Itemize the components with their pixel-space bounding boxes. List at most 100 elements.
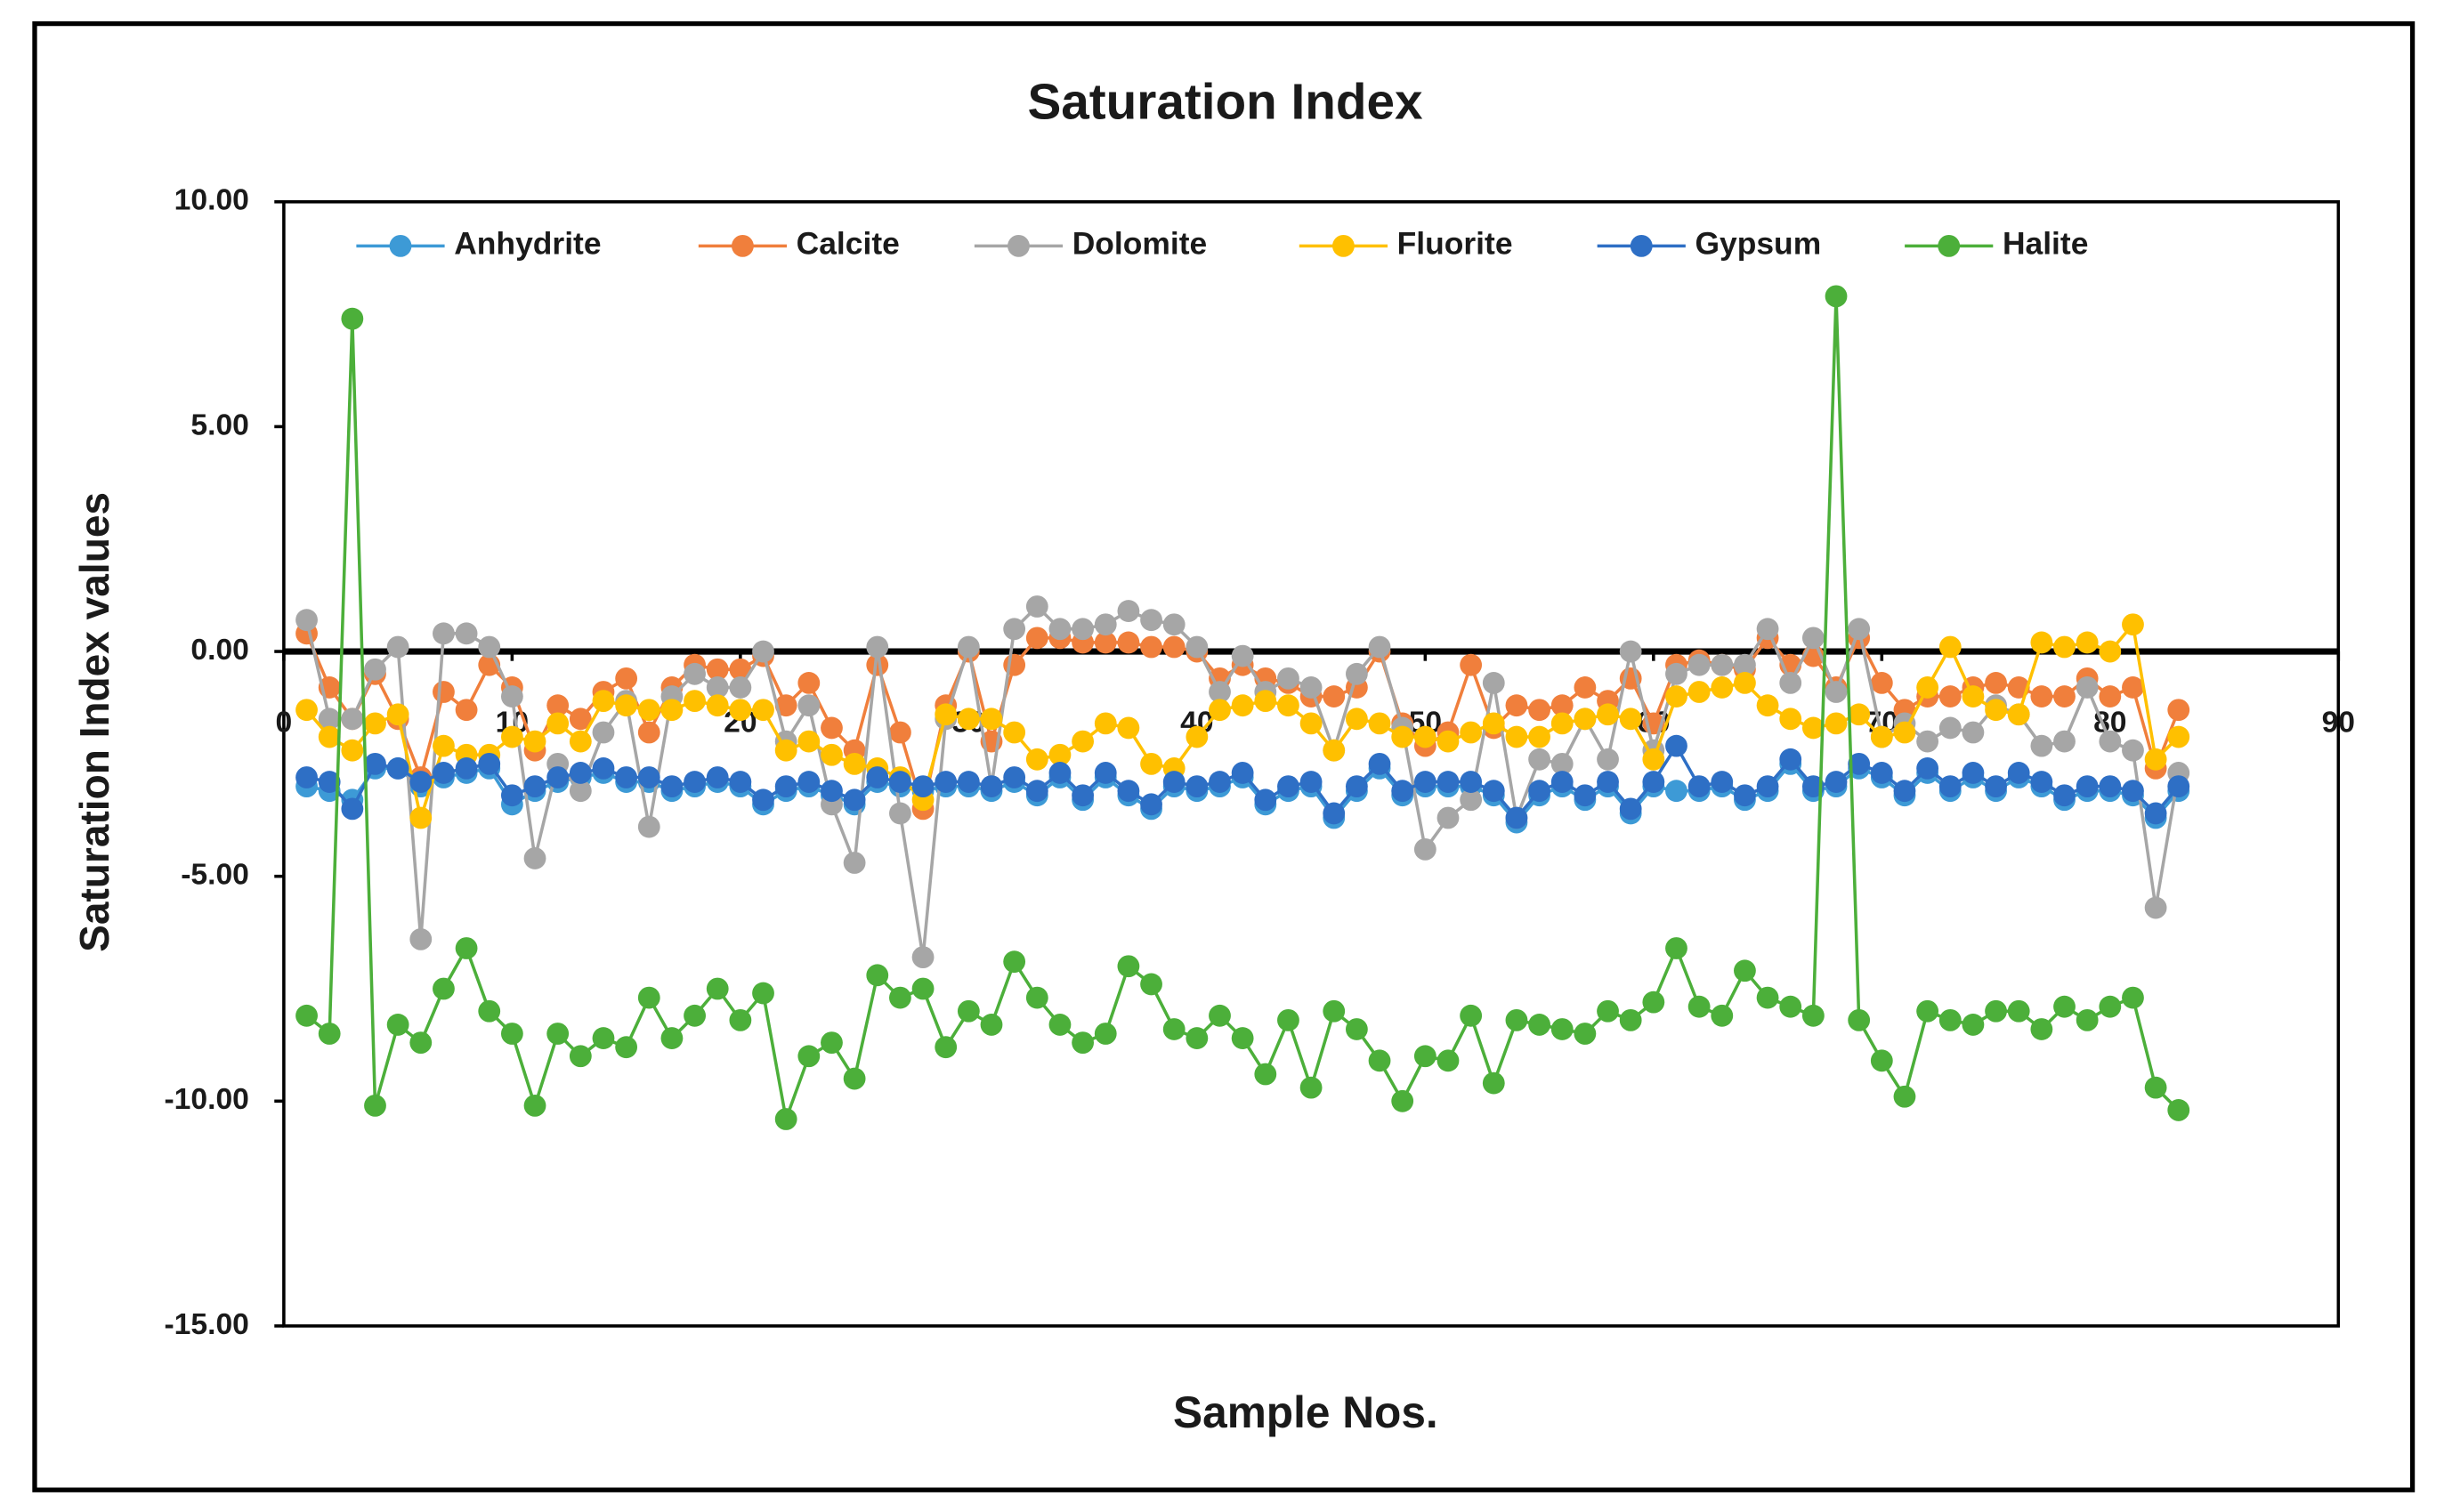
legend-marker xyxy=(1938,234,1961,257)
data-point xyxy=(1870,672,1893,694)
data-point xyxy=(341,797,364,821)
data-point xyxy=(1779,995,1802,1018)
data-point xyxy=(2099,775,2122,798)
data-point xyxy=(911,977,935,1000)
data-point xyxy=(2076,775,2099,798)
data-point xyxy=(1140,793,1162,816)
data-point xyxy=(2030,631,2053,654)
data-point xyxy=(729,771,752,793)
data-point xyxy=(455,757,478,780)
data-point xyxy=(1299,771,1323,793)
data-point xyxy=(1779,672,1802,694)
data-point xyxy=(1391,725,1414,748)
data-point xyxy=(1323,739,1346,762)
data-point xyxy=(546,1023,570,1045)
data-point xyxy=(1574,784,1597,807)
data-point xyxy=(1619,1008,1642,1031)
data-point xyxy=(2076,631,2099,654)
data-point xyxy=(2007,999,2030,1023)
data-point xyxy=(1117,631,1140,654)
data-point xyxy=(1665,780,1687,803)
data-point xyxy=(729,699,752,722)
data-point xyxy=(1025,780,1048,803)
data-point xyxy=(318,1023,341,1045)
data-point xyxy=(2144,802,2167,825)
data-point xyxy=(1870,762,1893,784)
data-point xyxy=(1368,635,1391,659)
data-point xyxy=(1962,1014,1985,1036)
data-point xyxy=(615,667,638,690)
data-point xyxy=(1962,685,1985,707)
data-point xyxy=(684,662,706,685)
data-point xyxy=(1277,694,1299,717)
data-point xyxy=(1985,672,2007,694)
data-point xyxy=(1642,990,1665,1014)
data-point xyxy=(455,622,478,645)
data-point xyxy=(1825,681,1848,703)
data-point xyxy=(1231,762,1254,784)
x-tick-label: 0 xyxy=(276,706,293,739)
data-point xyxy=(1413,725,1436,748)
data-point xyxy=(318,725,341,748)
data-point xyxy=(797,1045,821,1068)
data-point xyxy=(1436,730,1460,753)
data-point xyxy=(1345,1018,1368,1040)
data-point xyxy=(1391,780,1414,803)
data-point xyxy=(1025,627,1048,650)
data-point xyxy=(2053,635,2076,659)
data-point xyxy=(1848,752,1871,775)
data-point xyxy=(386,635,409,659)
data-point xyxy=(1025,595,1048,618)
data-point xyxy=(295,1004,318,1027)
data-point xyxy=(1687,681,1711,703)
data-point xyxy=(774,694,797,717)
y-tick-label: 5.00 xyxy=(190,408,249,441)
data-point xyxy=(1938,1008,1962,1031)
data-point xyxy=(1460,771,1483,793)
data-point xyxy=(1916,676,1939,699)
data-point xyxy=(752,788,774,812)
data-point xyxy=(1277,775,1299,798)
data-point xyxy=(957,999,980,1023)
data-point xyxy=(1140,752,1162,775)
data-point xyxy=(2167,1099,2190,1121)
data-point xyxy=(478,752,501,775)
data-point xyxy=(1687,775,1711,798)
data-point xyxy=(478,635,501,659)
data-point xyxy=(1003,618,1026,641)
data-point xyxy=(2099,640,2122,663)
data-point xyxy=(1505,694,1528,717)
data-point xyxy=(1893,1085,1916,1108)
x-axis-label: Sample Nos. xyxy=(1173,1387,1438,1437)
legend-marker xyxy=(389,234,412,257)
data-point xyxy=(1460,1004,1483,1027)
data-point xyxy=(1916,757,1939,780)
data-point xyxy=(1574,676,1597,699)
data-point xyxy=(1711,771,1734,793)
data-point xyxy=(821,1031,843,1055)
data-point xyxy=(660,1027,684,1049)
data-point xyxy=(1460,788,1483,812)
data-point xyxy=(1117,600,1140,622)
data-point xyxy=(409,806,433,829)
y-axis-label: Saturation Index values xyxy=(71,492,117,952)
data-point xyxy=(1482,712,1505,735)
data-point xyxy=(1801,627,1825,650)
data-point xyxy=(774,1108,797,1130)
data-point xyxy=(1186,775,1209,798)
data-point xyxy=(684,690,706,713)
data-point xyxy=(592,690,615,713)
data-point xyxy=(729,676,752,699)
y-tick-label: -5.00 xyxy=(181,859,249,892)
data-point xyxy=(1665,662,1687,685)
data-point xyxy=(752,640,774,663)
data-point xyxy=(1801,1004,1825,1027)
data-point xyxy=(433,681,455,703)
data-point xyxy=(1094,1023,1117,1045)
data-point xyxy=(1048,762,1072,784)
data-point xyxy=(2122,986,2144,1009)
data-point xyxy=(433,977,455,1000)
data-point xyxy=(1048,1014,1072,1036)
data-point xyxy=(1436,806,1460,829)
data-point xyxy=(980,775,1003,798)
